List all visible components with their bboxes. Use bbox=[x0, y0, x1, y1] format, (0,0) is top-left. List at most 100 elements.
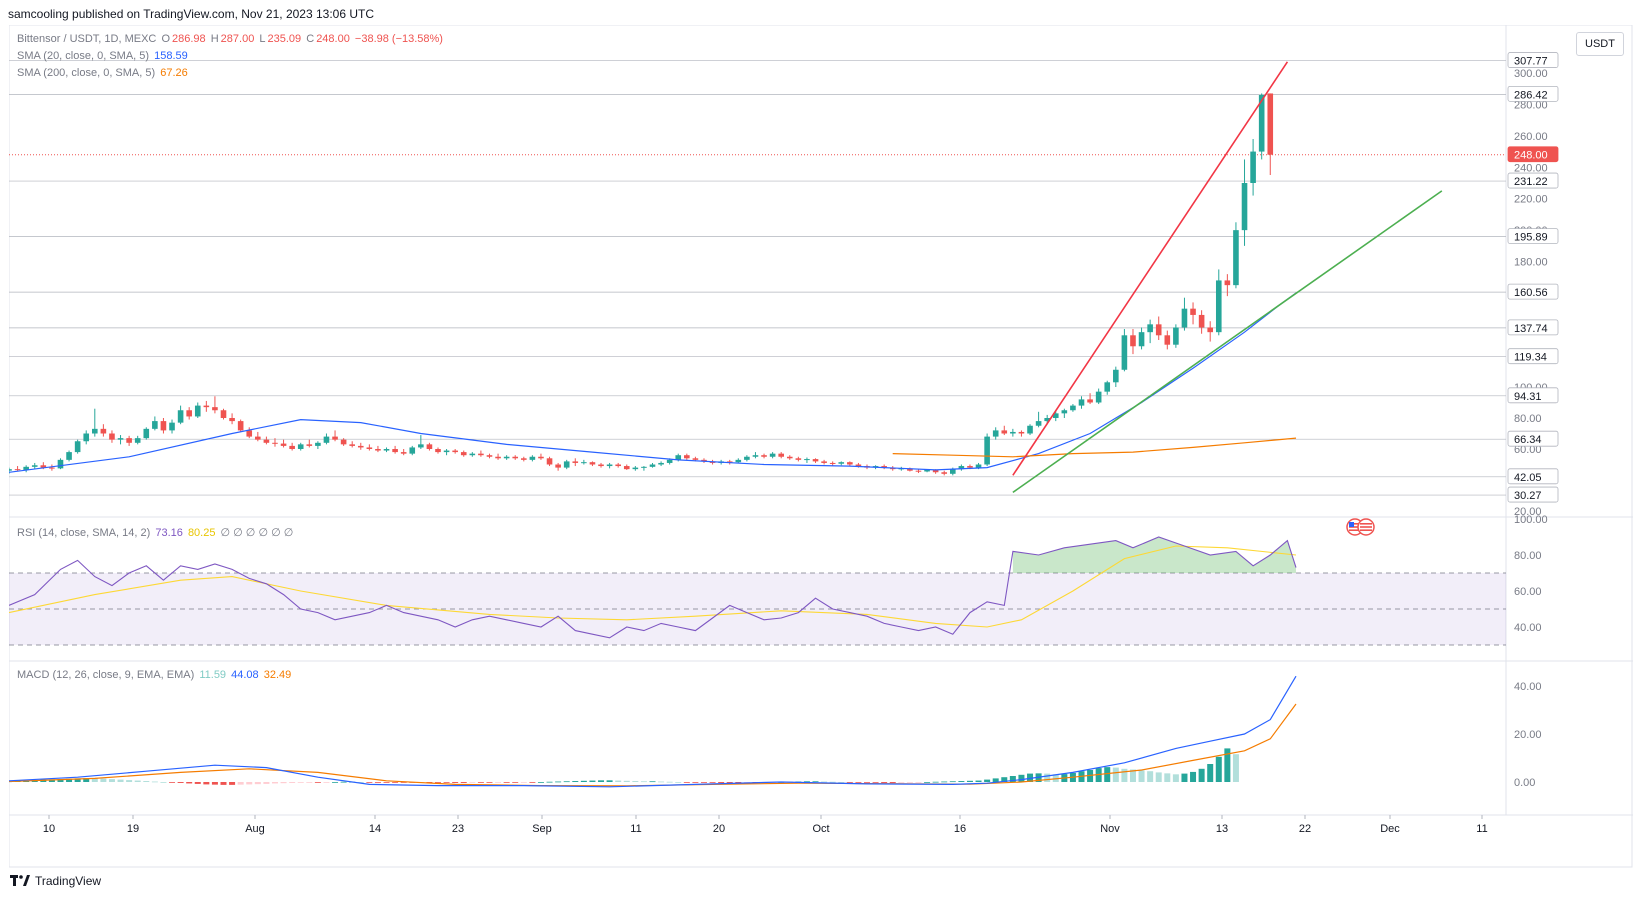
candle-body bbox=[1061, 410, 1068, 414]
time-axis-tick: 10 bbox=[43, 823, 55, 835]
candle-body bbox=[907, 468, 913, 471]
macd-histogram-bar bbox=[246, 782, 253, 785]
macd-histogram-bar bbox=[91, 778, 98, 782]
candle-body bbox=[726, 461, 733, 463]
us-flag-icon[interactable] bbox=[1346, 518, 1376, 536]
macd-histogram-bar bbox=[452, 782, 459, 783]
candle-body bbox=[323, 436, 330, 443]
candle-body bbox=[366, 447, 373, 449]
sma20-value: 158.59 bbox=[154, 50, 188, 62]
candle-body bbox=[1130, 335, 1136, 347]
macd-axis-tick: 0.00 bbox=[1514, 777, 1535, 789]
price-label-box bbox=[1507, 283, 1559, 300]
price-label: 286.42 bbox=[1514, 89, 1548, 101]
macd-histogram-bar bbox=[66, 778, 73, 782]
rsi-axis-tick: 80.00 bbox=[1514, 550, 1542, 562]
price-label-box bbox=[1507, 52, 1559, 68]
candle-body bbox=[1215, 280, 1222, 333]
price-label-box bbox=[1507, 85, 1559, 102]
candle-body bbox=[572, 461, 579, 463]
candle-body bbox=[14, 469, 21, 471]
macd-histogram-bar bbox=[177, 782, 184, 783]
candle-body bbox=[435, 449, 441, 453]
candle-body bbox=[692, 458, 699, 460]
candle-body bbox=[761, 455, 767, 457]
time-axis-tick: 16 bbox=[954, 823, 966, 835]
candle-body bbox=[117, 438, 124, 440]
footer-brand[interactable]: TradingView bbox=[10, 874, 101, 888]
macd-histogram-bar bbox=[512, 782, 519, 783]
rsi-pane bbox=[8, 536, 1506, 646]
time-axis-tick: 11 bbox=[630, 823, 641, 835]
change-value: −38.98 (−13.58%) bbox=[354, 33, 443, 45]
candle-body bbox=[460, 452, 467, 456]
macd-histogram-bar bbox=[580, 780, 587, 782]
macd-histogram-bar bbox=[323, 782, 330, 783]
high-value: 287.00 bbox=[220, 33, 255, 45]
macd-histogram-bar bbox=[289, 782, 296, 783]
candle-body bbox=[735, 459, 742, 463]
candle-body bbox=[143, 428, 150, 439]
candle-body bbox=[186, 410, 192, 417]
candle-body bbox=[563, 461, 570, 468]
candle-body bbox=[332, 436, 338, 440]
macd-histogram-bar bbox=[958, 781, 965, 782]
candle-body bbox=[932, 469, 939, 473]
macd-signal-value: 32.49 bbox=[263, 669, 292, 681]
macd-histogram-bar bbox=[520, 782, 527, 783]
macd-histogram-bar bbox=[898, 782, 905, 783]
macd-histogram-bar bbox=[1112, 767, 1119, 782]
candle-body bbox=[1250, 151, 1256, 183]
candle-body bbox=[237, 421, 244, 431]
candle-body bbox=[74, 441, 81, 453]
macd-histogram-bar bbox=[1121, 768, 1128, 782]
open-label: O bbox=[161, 33, 170, 45]
macd-histogram-bar bbox=[83, 778, 90, 782]
candle-body bbox=[1224, 280, 1231, 286]
macd-histogram-bar bbox=[598, 780, 605, 782]
candle-body bbox=[615, 464, 621, 467]
macd-histogram-bar bbox=[203, 782, 210, 785]
macd-histogram-bar bbox=[383, 782, 390, 783]
candle-body bbox=[83, 433, 90, 442]
axes: 300.00 280.00 260.00 240.00 220.00 20 0.00 180.… bbox=[43, 52, 1559, 835]
rsi-legend: RSI (14, close, SMA, 14, 2) 73.16 80.25 … bbox=[17, 526, 295, 539]
macd-histogram-bar bbox=[546, 781, 553, 783]
candle-body bbox=[589, 462, 596, 465]
macd-histogram-bar bbox=[966, 780, 973, 782]
macd-value: 44.08 bbox=[231, 669, 259, 681]
price-unit-button[interactable]: USDT bbox=[1576, 32, 1624, 56]
candle-body bbox=[675, 455, 682, 460]
macd-histogram-bar bbox=[675, 782, 682, 783]
price-axis-tick: 180.00 bbox=[1514, 257, 1548, 269]
macd-hist-value: 11.59 bbox=[199, 669, 227, 681]
price-label: 195.89 bbox=[1514, 232, 1548, 244]
macd-histogram-bar bbox=[48, 779, 55, 782]
macd-histogram-bar bbox=[1215, 756, 1222, 782]
time-axis-tick: 22 bbox=[1299, 823, 1311, 835]
candle-body bbox=[315, 442, 321, 446]
candle-body bbox=[443, 450, 450, 453]
candle-body bbox=[881, 466, 887, 468]
chart-svg[interactable]: 300.00 280.00 260.00 240.00 220.00 20 0.00 180.… bbox=[6, 24, 1633, 868]
candle-body bbox=[418, 444, 424, 448]
candle-body bbox=[57, 459, 64, 469]
macd-histogram-bar bbox=[1018, 774, 1025, 782]
macd-histogram-bar bbox=[1207, 764, 1214, 782]
green-trendline[interactable] bbox=[1012, 190, 1443, 494]
rsi-line bbox=[8, 536, 1297, 639]
price-label: 137.74 bbox=[1514, 323, 1548, 335]
macd-histogram-bar bbox=[992, 778, 999, 782]
red-trendline[interactable] bbox=[1012, 61, 1289, 476]
candle-body bbox=[31, 465, 38, 467]
price-label-box bbox=[1507, 486, 1559, 503]
price-label: 94.31 bbox=[1514, 391, 1542, 403]
candle-body bbox=[641, 466, 647, 468]
macd-histogram-bar bbox=[529, 782, 536, 783]
macd-histogram-bar bbox=[932, 781, 939, 783]
time-axis-tick: Nov bbox=[1100, 823, 1120, 835]
candle-body bbox=[975, 464, 982, 468]
candle-body bbox=[100, 428, 107, 434]
price-label-box bbox=[1507, 387, 1559, 404]
candle-body bbox=[992, 430, 999, 437]
